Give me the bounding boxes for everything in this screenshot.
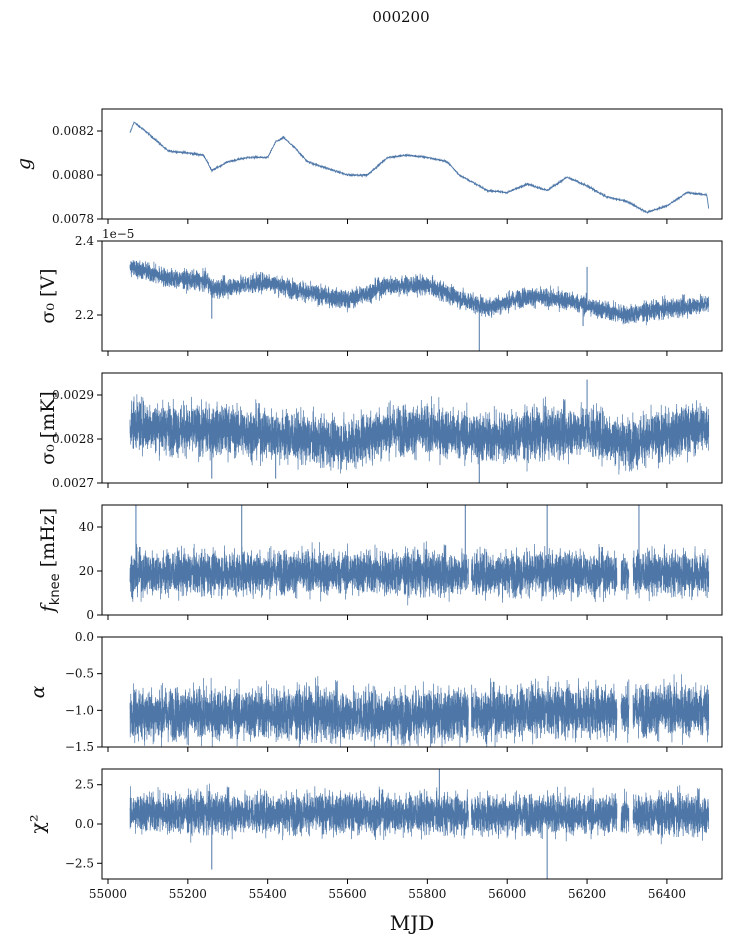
x-tick-label: 55000 xyxy=(89,887,127,901)
series-line-fknee xyxy=(129,541,710,606)
y-tick-label: 2.2 xyxy=(75,308,94,322)
series-line-chi2 xyxy=(129,783,710,845)
axes-frame xyxy=(101,240,723,352)
axes-frame xyxy=(101,372,723,484)
y-tick-label: 0.0 xyxy=(75,817,94,831)
panel-alpha: −1.5 −1.0 −0.5 0.0 α xyxy=(27,630,723,754)
y-tick-label: 0.0027 xyxy=(52,476,94,490)
y-tick-label: −2.5 xyxy=(65,856,94,870)
x-tick-label: 55400 xyxy=(249,887,287,901)
y-tick-label: −1.5 xyxy=(65,740,94,754)
y-tick-label: 0 xyxy=(86,608,94,622)
y-axis-label: g xyxy=(13,158,35,170)
axes-frame xyxy=(101,504,723,616)
y-tick-label: 40 xyxy=(79,520,94,534)
y-tick-label: 0.0082 xyxy=(52,124,94,138)
y-axis-label: χ² xyxy=(27,814,49,833)
y-axis-label: σ₀ [V] xyxy=(37,268,59,323)
axes-frame xyxy=(101,636,723,748)
x-axis-label: MJD xyxy=(390,911,435,935)
figure-title: 000200 xyxy=(372,8,429,26)
y-tick-label: 2.4 xyxy=(75,234,94,248)
series-line-alpha xyxy=(129,674,710,747)
x-tick-label: 55800 xyxy=(408,887,446,901)
y-tick-label: −1.0 xyxy=(65,703,94,717)
series-line-sigma0-mk xyxy=(129,394,710,475)
x-tick-label: 56400 xyxy=(648,887,686,901)
x-tick-label: 56200 xyxy=(568,887,606,901)
y-tick-label: −0.5 xyxy=(65,667,94,681)
y-axis-label: fknee [mHz] xyxy=(37,508,63,614)
y-tick-label: 0.0 xyxy=(75,630,94,644)
y-axis-label: α xyxy=(27,685,49,698)
x-tick-label: 56000 xyxy=(488,887,526,901)
y-axis-label: σ₀ [mK] xyxy=(37,391,59,465)
y-tick-label: 0.0028 xyxy=(52,432,94,446)
panel-g: 0.0078 0.0080 0.0082 g xyxy=(13,108,723,226)
series-line-sigma0-v xyxy=(129,260,710,326)
x-tick-label: 55600 xyxy=(328,887,366,901)
y-tick-label: 0.0029 xyxy=(52,388,94,402)
y-offset-text: 1e−5 xyxy=(102,227,134,241)
y-tick-label: 20 xyxy=(79,564,94,578)
y-tick-label: 0.0078 xyxy=(52,212,94,226)
panel-chi2: 55000 55200 55400 55600 55800 56000 56200 56400… xyxy=(27,768,723,901)
y-tick-label: 2.5 xyxy=(75,778,94,792)
series-line-g xyxy=(129,121,710,215)
y-tick-label: 0.0080 xyxy=(52,168,94,182)
axes-frame xyxy=(101,108,723,220)
x-tick-label: 55200 xyxy=(169,887,207,901)
panel-sigma0-v: 2.2 2.4 1e−5 σ₀ [V] xyxy=(37,227,723,356)
panel-fknee: 0 20 40 fknee [mHz] xyxy=(37,504,723,622)
